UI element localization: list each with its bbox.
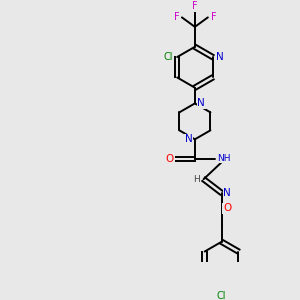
Text: N: N bbox=[185, 134, 193, 144]
Text: O: O bbox=[166, 154, 174, 164]
Text: N: N bbox=[216, 52, 224, 62]
Text: Cl: Cl bbox=[164, 52, 173, 62]
Text: F: F bbox=[211, 12, 216, 22]
Text: H: H bbox=[193, 175, 200, 184]
Text: F: F bbox=[192, 1, 198, 11]
Text: NH: NH bbox=[217, 154, 231, 163]
Text: O: O bbox=[223, 203, 231, 213]
Text: N: N bbox=[197, 98, 205, 108]
Text: N: N bbox=[223, 188, 231, 198]
Text: Cl: Cl bbox=[217, 291, 226, 300]
Text: F: F bbox=[174, 12, 179, 22]
